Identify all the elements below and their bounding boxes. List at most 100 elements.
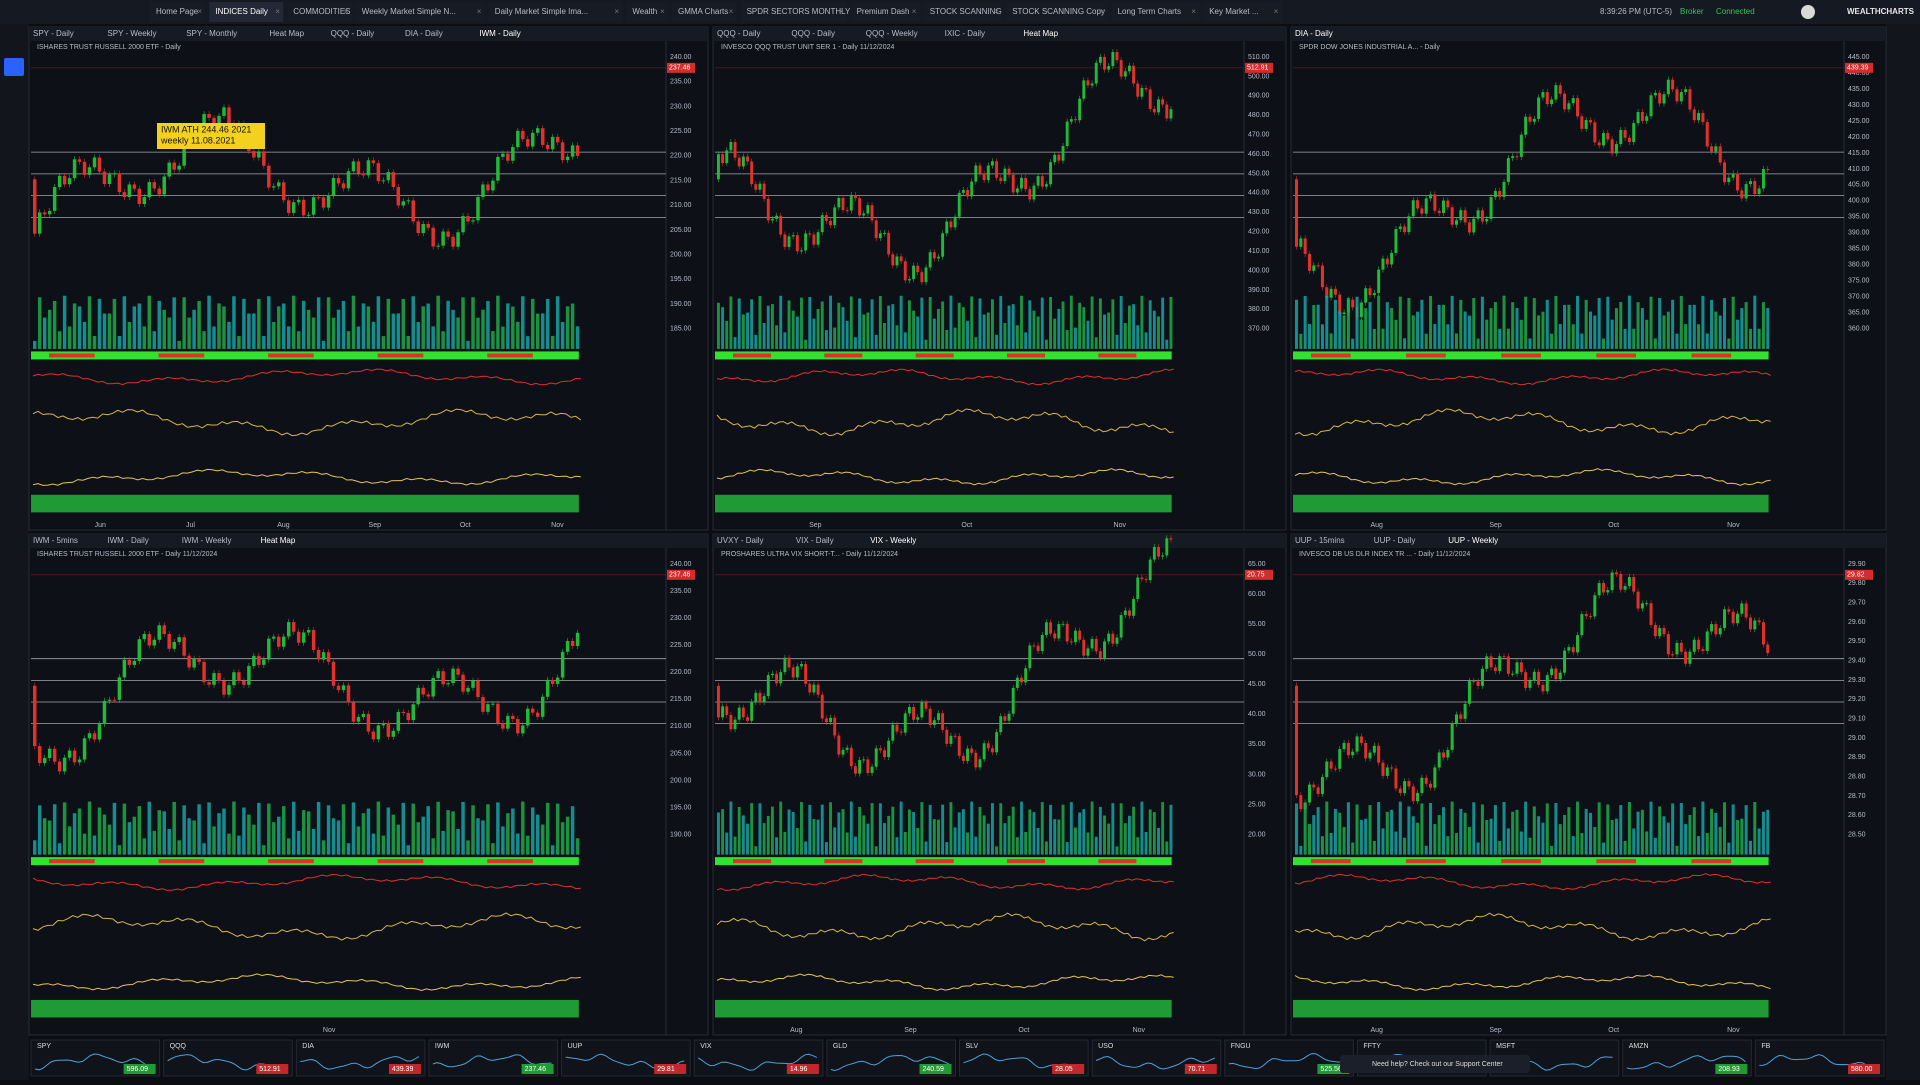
candle-body xyxy=(341,685,346,691)
candle-body xyxy=(1710,624,1714,632)
candle-body xyxy=(1588,120,1593,123)
candle-body xyxy=(891,254,895,266)
volume-bar xyxy=(1351,338,1355,349)
candle-body xyxy=(758,183,762,190)
candle-body xyxy=(461,674,465,692)
add-button[interactable] xyxy=(4,58,24,76)
tab-label[interactable]: INDICES Daily xyxy=(215,7,267,16)
price-axis-label: 360.00 xyxy=(1848,326,1870,333)
tab[interactable] xyxy=(150,2,206,22)
tab[interactable] xyxy=(1006,2,1108,22)
panel-tab[interactable]: QQQ - Daily xyxy=(331,29,375,38)
tab[interactable] xyxy=(488,2,623,22)
candle-body xyxy=(1493,190,1497,198)
volume-bar xyxy=(1020,295,1023,349)
panel-tab[interactable]: DIA - Daily xyxy=(405,29,443,38)
volume-bar xyxy=(1420,803,1424,855)
tab-label[interactable]: Long Term Charts xyxy=(1118,7,1181,16)
tab[interactable] xyxy=(355,2,485,22)
candle-body xyxy=(501,723,505,729)
volume-bar xyxy=(416,322,420,349)
volume-bar xyxy=(1082,809,1086,855)
candle-body xyxy=(540,128,545,145)
candle-body xyxy=(721,706,725,718)
tab[interactable] xyxy=(1203,2,1282,22)
panel-tab[interactable]: VIX - Weekly xyxy=(870,536,916,545)
panel-tab[interactable]: Heat Map xyxy=(261,536,296,545)
tab-label[interactable]: STOCK SCANNING xyxy=(930,7,1002,16)
panel-tab[interactable]: DIA - Daily xyxy=(1295,29,1333,38)
tab[interactable] xyxy=(1111,2,1200,22)
candle-body xyxy=(1649,95,1653,117)
panel-tab[interactable]: IWM - Daily xyxy=(107,536,148,545)
tab[interactable] xyxy=(209,2,284,22)
panel-tab[interactable]: SPY - Monthly xyxy=(186,29,237,38)
candle-body xyxy=(112,699,117,701)
price-axis-label: 395.00 xyxy=(1848,214,1870,221)
tab[interactable] xyxy=(626,2,668,22)
tab-label[interactable]: COMMODITIES xyxy=(293,7,350,16)
candle-body xyxy=(321,652,326,660)
volume-bar xyxy=(1485,319,1489,349)
support-banner[interactable] xyxy=(1340,1055,1530,1073)
tab-label[interactable]: STOCK SCANNING Copy xyxy=(1012,7,1105,16)
panel-tab[interactable]: Heat Map xyxy=(269,29,304,38)
panel-tab[interactable]: IWM - Daily xyxy=(479,29,520,38)
candle-body xyxy=(787,236,791,247)
volume-bar xyxy=(1645,831,1649,855)
candle-body xyxy=(1132,65,1136,84)
volume-bar xyxy=(1766,308,1770,349)
volume-bar xyxy=(1433,824,1437,855)
volume-bar xyxy=(531,807,535,855)
tab-label[interactable]: Weekly Market Simple N... xyxy=(362,7,456,16)
tab-label[interactable]: Daily Market Simple Ima... xyxy=(495,7,588,16)
tab-label[interactable]: Wealth xyxy=(632,7,657,16)
tab[interactable] xyxy=(850,2,920,22)
volume-bar xyxy=(1472,802,1476,855)
avatar[interactable] xyxy=(1801,5,1815,19)
panel-tab[interactable]: VIX - Daily xyxy=(796,536,834,545)
panel-tab[interactable]: IXIC - Daily xyxy=(945,29,985,38)
price-axis-label: 45.00 xyxy=(1248,681,1266,688)
tab[interactable] xyxy=(672,2,737,22)
candle-body xyxy=(47,210,52,215)
volume-bar xyxy=(401,802,406,855)
volume-bar xyxy=(1028,300,1032,349)
volume-bar xyxy=(306,309,311,349)
candle-body xyxy=(1342,312,1346,315)
panel-tab[interactable]: UUP - 15mins xyxy=(1295,536,1345,545)
tab-label[interactable]: SPDR SECTORS MONTHLY xyxy=(747,7,851,16)
tab-label[interactable]: Key Market ... xyxy=(1209,7,1258,16)
candle-body xyxy=(1364,288,1368,303)
tab[interactable] xyxy=(923,2,1003,22)
tab-label[interactable]: Premium Dash xyxy=(857,7,910,16)
panel-tab[interactable]: IWM - 5mins xyxy=(33,536,78,545)
volume-bar xyxy=(1424,333,1428,349)
candle-body xyxy=(804,233,808,251)
panel-tab[interactable]: SPY - Daily xyxy=(33,29,74,38)
candle-body xyxy=(1731,611,1735,624)
volume-bar xyxy=(331,818,336,855)
panel-tab[interactable]: UUP - Daily xyxy=(1374,536,1416,545)
panel-tab[interactable]: IWM - Weekly xyxy=(182,536,232,545)
watch-price-box xyxy=(786,1064,819,1074)
panel-tab[interactable]: UVXY - Daily xyxy=(717,536,764,545)
panel-tab[interactable]: SPY - Weekly xyxy=(107,29,156,38)
support-text[interactable]: Need help? Check out our Support Center xyxy=(1372,1061,1503,1068)
panel-tab[interactable]: UUP - Weekly xyxy=(1448,536,1498,545)
candle-body xyxy=(1053,633,1057,639)
candle-body xyxy=(924,702,928,709)
panel-tab[interactable]: QQQ - Daily xyxy=(791,29,835,38)
volume-bar xyxy=(1671,299,1675,349)
panel-tab[interactable]: QQQ - Daily xyxy=(717,29,761,38)
candle-body xyxy=(1165,104,1169,119)
volume-bar xyxy=(1446,324,1450,349)
panel-tab[interactable]: Heat Map xyxy=(1023,29,1058,38)
tab[interactable] xyxy=(287,2,352,22)
tab-label[interactable]: GMMA Charts xyxy=(678,7,728,16)
tab[interactable] xyxy=(740,2,847,22)
panel-tab[interactable]: QQQ - Weekly xyxy=(866,29,918,38)
tab-label[interactable]: Home Page xyxy=(156,7,199,16)
volume-bar xyxy=(1524,296,1528,349)
broker[interactable]: Broker xyxy=(1680,7,1704,16)
